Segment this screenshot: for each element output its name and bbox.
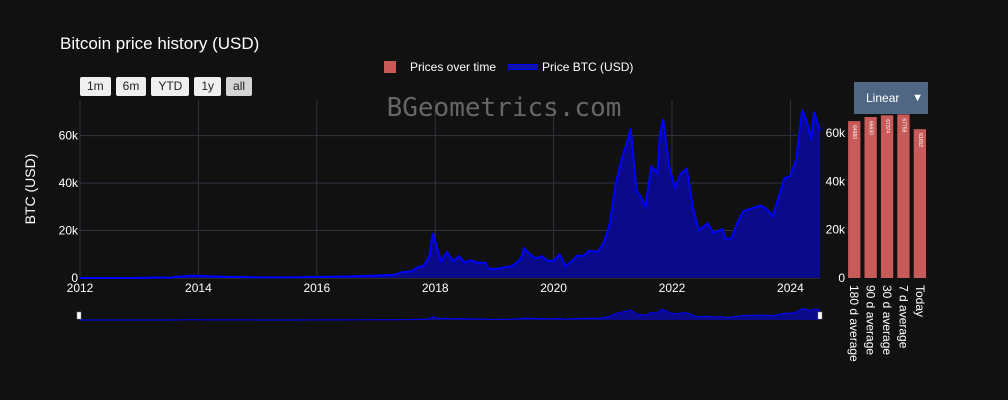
y-tick-label: 40k <box>59 176 79 190</box>
range-selector: 1m 6m YTD 1y all <box>80 77 257 96</box>
bar-y-tick-label: 0 <box>838 271 845 285</box>
bar-y-tick-label: 60k <box>826 126 846 140</box>
legend: Prices over time Price BTC (USD) <box>384 60 645 74</box>
chevron-down-icon: ▼ <box>912 92 923 104</box>
average-bar[interactable] <box>880 115 894 278</box>
x-tick-label: 2020 <box>540 281 567 295</box>
y-tick-label: 60k <box>59 129 79 143</box>
scale-dropdown[interactable]: Linear ▼ <box>854 82 928 114</box>
y-tick-label: 0 <box>71 271 78 285</box>
bar-category-label: Today <box>913 285 927 317</box>
range-slider-right-handle[interactable] <box>817 311 823 320</box>
x-tick-label: 2024 <box>777 281 804 295</box>
x-axis-ticks: 2012 2014 2016 2018 2020 2022 2024 <box>67 281 804 295</box>
average-bar[interactable] <box>848 121 861 278</box>
average-bar[interactable] <box>913 129 926 278</box>
average-bar[interactable] <box>897 114 910 279</box>
range-slider[interactable] <box>76 308 823 321</box>
bar-value-label: 61652 <box>917 133 923 147</box>
watermark: BGeometrics.com <box>387 93 622 123</box>
x-tick-label: 2012 <box>67 281 94 295</box>
legend-price-label: Price BTC (USD) <box>542 60 634 74</box>
x-tick-label: 2022 <box>659 281 686 295</box>
price-line <box>80 109 821 279</box>
legend-item-price[interactable]: Price BTC (USD) <box>508 60 633 74</box>
range-button-all[interactable]: all <box>226 77 253 96</box>
average-bar[interactable] <box>864 117 877 278</box>
range-button-1y[interactable]: 1y <box>194 77 222 96</box>
price-area <box>80 109 820 278</box>
y-axis-ticks: 0 20k 40k 60k <box>59 129 79 285</box>
bar-value-label: 67374 <box>884 119 890 133</box>
range-slider-left-handle[interactable] <box>76 311 82 320</box>
legend-bars-label: Prices over time <box>410 60 497 74</box>
bar-value-label: 66630 <box>868 121 874 135</box>
bar-y-tick-label: 40k <box>826 174 846 188</box>
bar-category-label: 30 d average <box>880 285 894 355</box>
bar-category-label: 90 d average <box>864 285 878 355</box>
range-button-6m[interactable]: 6m <box>115 77 147 96</box>
y-axis-title: BTC (USD) <box>22 154 38 225</box>
range-slider-area <box>80 308 820 320</box>
chart-title: Bitcoin price history (USD) <box>60 34 260 53</box>
bar-value-label: 64990 <box>851 125 857 139</box>
range-button-ytd[interactable]: YTD <box>151 77 190 96</box>
scale-dropdown-value: Linear <box>866 91 900 105</box>
average-bars: 64990 180 d average 66630 90 d average 67374… <box>847 114 927 362</box>
bar-y-tick-label: 20k <box>826 223 846 237</box>
range-slider-line <box>80 308 821 321</box>
bar-category-label: 7 d average <box>896 285 910 349</box>
bar-y-axis-ticks: 0 20k 40k 60k <box>826 126 846 285</box>
x-tick-label: 2018 <box>422 281 449 295</box>
bar-value-label: 67758 <box>900 118 906 132</box>
y-tick-label: 20k <box>59 224 79 238</box>
range-button-1m[interactable]: 1m <box>80 77 111 96</box>
legend-item-bars[interactable]: Prices over time <box>384 60 496 74</box>
bars-swatch <box>384 61 396 73</box>
x-tick-label: 2016 <box>303 281 330 295</box>
bar-category-label: 180 d average <box>847 285 861 362</box>
x-tick-label: 2014 <box>185 281 212 295</box>
price-swatch <box>508 64 539 70</box>
